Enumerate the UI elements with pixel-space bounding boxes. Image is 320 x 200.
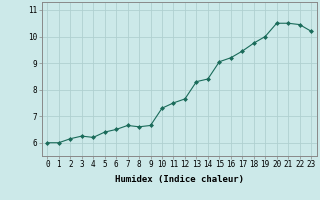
X-axis label: Humidex (Indice chaleur): Humidex (Indice chaleur) [115,175,244,184]
